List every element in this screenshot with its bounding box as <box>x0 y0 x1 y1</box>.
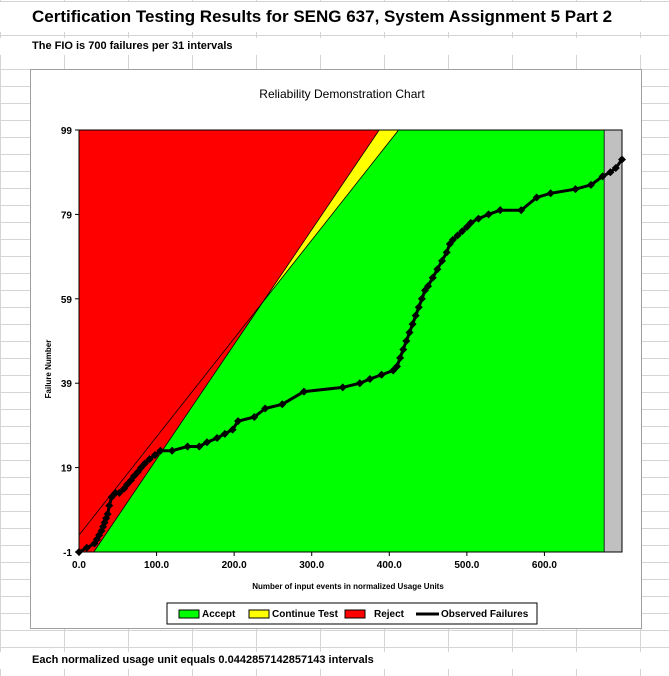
observed-failure-point <box>123 480 132 489</box>
observed-failure-point <box>100 518 109 527</box>
observed-failure-point <box>183 442 192 451</box>
observed-failure-point <box>586 180 595 189</box>
y-tick-label: -1 <box>63 548 72 559</box>
observed-failure-point <box>105 501 114 510</box>
observed-failure-point <box>496 206 505 215</box>
observed-failure-point <box>151 450 160 459</box>
observed-failure-point <box>220 429 229 438</box>
observed-failure-point <box>466 218 475 227</box>
observed-failure-point <box>484 210 493 219</box>
observed-failure-point <box>103 510 112 519</box>
observed-failure-point <box>137 463 146 472</box>
sheet-title: Certification Testing Results for SENG 6… <box>0 2 669 32</box>
observed-failure-point <box>156 446 165 455</box>
x-tick-label: 300.0 <box>299 560 324 571</box>
legend-label-accept: Accept <box>202 609 236 620</box>
chart-frame[interactable]: Reliability Demonstration Chart -1 19 39 59… <box>30 69 642 629</box>
observed-failure-point <box>402 337 411 345</box>
observed-failure-point <box>611 163 620 172</box>
observed-failure-point <box>195 442 204 451</box>
observed-failure-point <box>532 193 541 202</box>
x-tick-label: 100.0 <box>144 560 169 571</box>
observed-failure-point <box>462 223 471 232</box>
observed-failure-point <box>428 273 437 282</box>
y-axis-label: Failure Number <box>44 340 53 399</box>
x-axis-label: Number of input events in normalized Usa… <box>252 582 444 591</box>
y-tick-label: 59 <box>61 295 73 306</box>
observed-failure-point <box>299 387 308 396</box>
observed-failure-point <box>618 155 626 164</box>
observed-failure-point <box>365 374 374 383</box>
x-tick-label: 200.0 <box>222 560 247 571</box>
observed-failure-point <box>75 548 83 556</box>
y-tick-label: 79 <box>61 210 73 221</box>
y-tick-label: 19 <box>61 464 73 475</box>
y-tick-label: 39 <box>61 379 73 390</box>
observed-failure-point <box>448 235 457 244</box>
observed-failure-point <box>130 472 139 481</box>
observed-failure-point <box>202 438 211 447</box>
observed-failure-point <box>393 362 402 371</box>
region-reject <box>79 130 380 552</box>
observed-failure-point <box>405 328 414 337</box>
observed-failure-point <box>228 425 237 434</box>
x-tick-label: 0.0 <box>72 560 86 571</box>
legend: Accept Continue Test Reject Observed Fai… <box>166 602 538 625</box>
observed-failure-point <box>213 434 222 443</box>
region-end <box>603 129 623 553</box>
observed-failure-point <box>458 227 467 236</box>
observed-failure-point <box>442 248 451 257</box>
chart-title: Reliability Demonstration Chart <box>259 87 425 101</box>
observed-failure-point <box>338 383 347 392</box>
observed-failure-point <box>414 303 423 312</box>
legend-label-observed: Observed Failures <box>441 609 529 620</box>
usage-unit-note: Each normalized usage unit equals 0.0442… <box>0 652 669 669</box>
observed-failure-point <box>598 172 607 181</box>
observed-failure-point <box>115 488 124 497</box>
observed-failure-point <box>453 231 462 240</box>
observed-failure-point <box>571 185 580 194</box>
observed-failure-point <box>140 459 149 468</box>
fio-note: The FIO is 700 failures per 31 intervals <box>0 38 669 55</box>
x-tick-label: 400.0 <box>377 560 402 571</box>
observed-failure-point <box>355 379 364 388</box>
observed-failure-point <box>107 493 116 502</box>
observed-failure-point <box>433 265 442 274</box>
y-tick-label: 99 <box>61 126 73 137</box>
observed-failure-point <box>417 294 426 303</box>
plot-border <box>78 129 623 553</box>
observed-failure-point <box>399 345 408 354</box>
observed-failure-point <box>261 404 270 413</box>
observed-failure-point <box>424 282 433 291</box>
reliability-chart: Reliability Demonstration Chart -1 19 39 59… <box>44 87 626 625</box>
observed-failure-point <box>606 168 615 177</box>
observed-failure-point <box>377 370 386 379</box>
observed-failure-point <box>278 400 287 409</box>
legend-label-reject: Reject <box>374 609 405 620</box>
observed-failure-point <box>82 543 91 552</box>
observed-failure-point <box>168 446 177 455</box>
observed-failure-point <box>546 189 555 198</box>
legend-swatch-accept <box>178 609 200 619</box>
observed-failure-point <box>396 353 405 362</box>
observed-failure-point <box>389 366 398 375</box>
x-tick-label: 600.0 <box>532 560 557 571</box>
observed-failure-point <box>420 286 429 295</box>
observed-failure-point <box>234 417 243 426</box>
observed-failure-point <box>474 214 483 223</box>
legend-swatch-reject <box>344 609 366 619</box>
boundary-reject <box>93 129 380 553</box>
legend-label-continue: Continue Test <box>272 609 339 620</box>
legend-swatch-continue <box>248 609 270 619</box>
observed-failure-point <box>517 206 526 215</box>
observed-failure-point <box>145 455 154 464</box>
x-tick-label: 500.0 <box>454 560 479 571</box>
observed-failure-point <box>408 320 417 329</box>
observed-failure-point <box>250 412 259 421</box>
observed-failure-point <box>438 256 447 265</box>
boundary-accept <box>78 129 399 536</box>
observed-failure-point <box>92 535 101 544</box>
observed-failure-point <box>411 311 420 320</box>
